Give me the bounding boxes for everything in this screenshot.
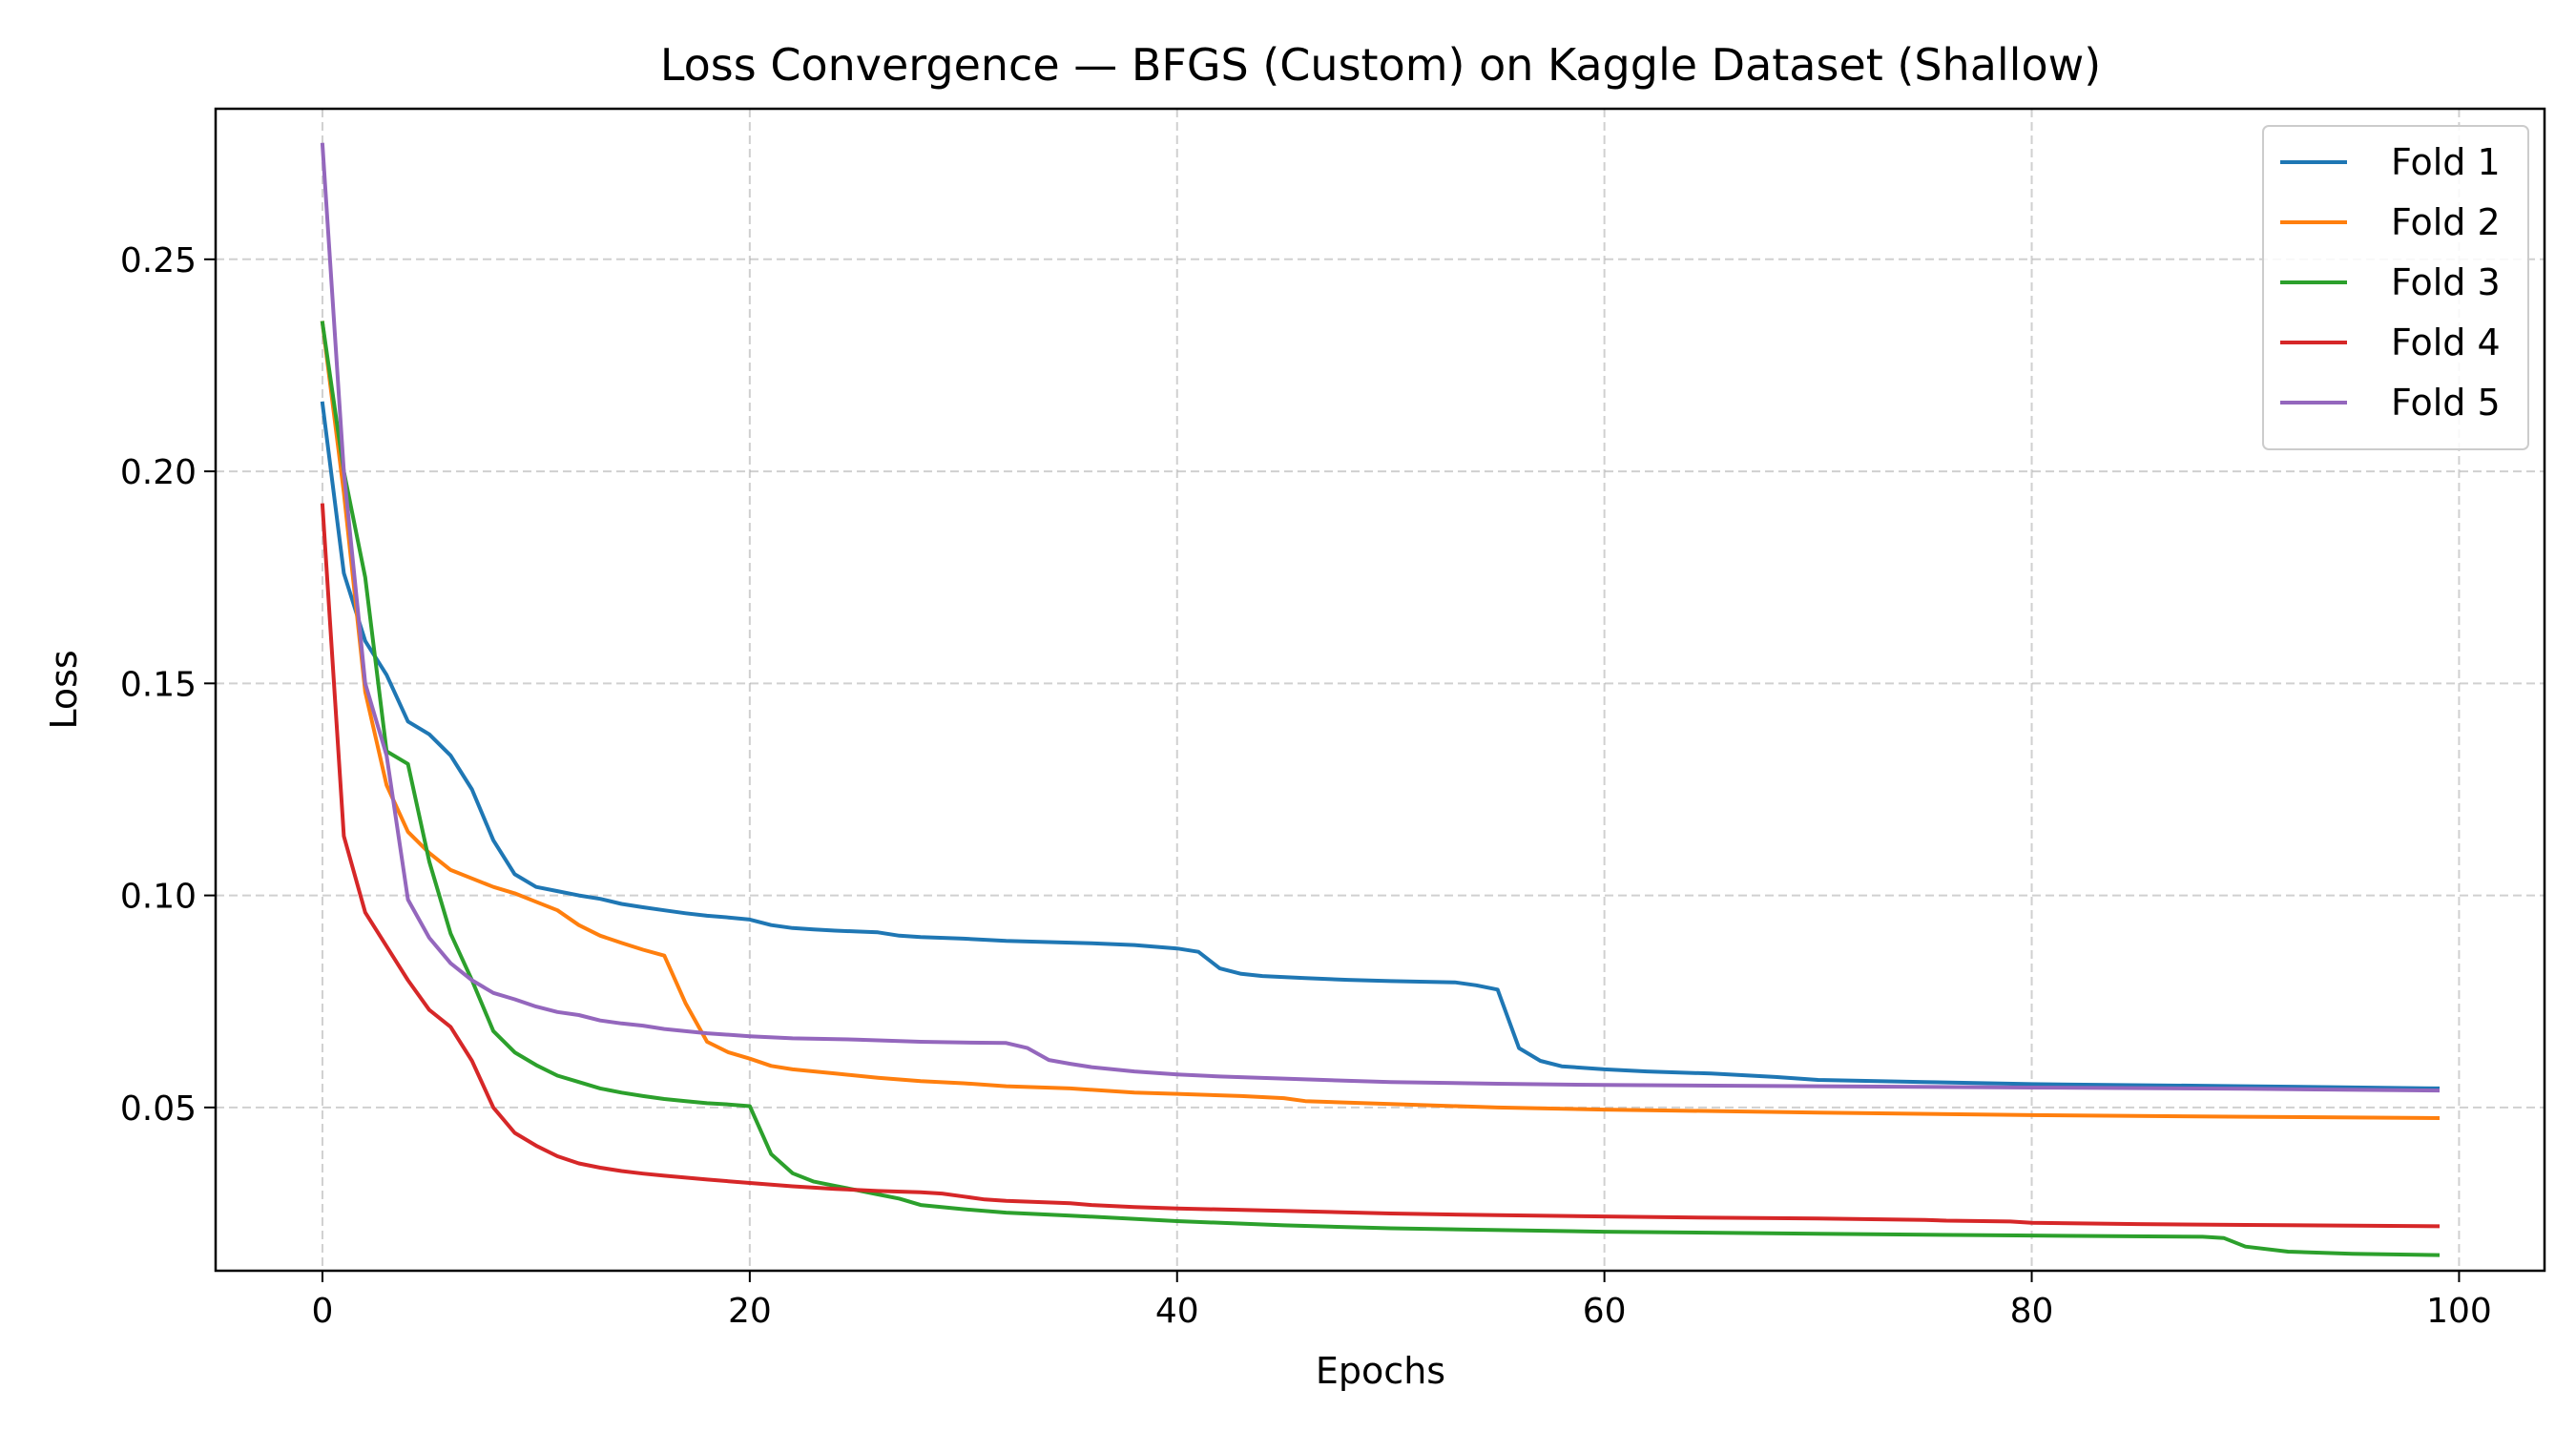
legend: Fold 1 Fold 2 Fold 3 Fold 4 Fold 5 — [2262, 125, 2529, 450]
legend-label-fold-5: Fold 5 — [2391, 382, 2501, 424]
x-tick-label: 80 — [2010, 1292, 2054, 1331]
x-tick-label: 20 — [728, 1292, 772, 1331]
x-tick-label: 0 — [312, 1292, 334, 1331]
y-tick-label: 0.10 — [120, 878, 197, 917]
plot-area-frame — [214, 107, 2546, 1273]
series-line-fold-1 — [320, 401, 2441, 1090]
x-tick-label: 60 — [1583, 1292, 1627, 1331]
legend-label-fold-1: Fold 1 — [2391, 141, 2501, 183]
y-tick-label: 0.15 — [120, 665, 197, 704]
series-line-fold-4 — [320, 503, 2441, 1229]
y-tick-label: 0.20 — [120, 453, 197, 492]
x-axis-title: Epochs — [1316, 1350, 1445, 1392]
legend-box — [2262, 125, 2529, 450]
legend-label-fold-2: Fold 2 — [2391, 201, 2501, 243]
legend-label-fold-4: Fold 4 — [2391, 321, 2501, 363]
x-tick-label: 40 — [1155, 1292, 1199, 1331]
series-line-fold-3 — [320, 321, 2441, 1257]
series-lines — [320, 142, 2441, 1257]
x-tick-label: 100 — [2426, 1292, 2492, 1331]
y-tick-label: 0.05 — [120, 1089, 197, 1129]
chart-title: Loss Convergence — BFGS (Custom) on Kagg… — [660, 39, 2101, 91]
y-tick-label: 0.25 — [120, 241, 197, 280]
series-line-fold-2 — [320, 321, 2441, 1121]
series-line-fold-5 — [320, 142, 2441, 1093]
legend-label-fold-3: Fold 3 — [2391, 261, 2501, 303]
axis-ticks: 0 20 40 60 80 100 0.05 0.10 0.15 0.20 0.25 — [120, 241, 2492, 1331]
y-axis-title: Loss — [43, 650, 85, 729]
